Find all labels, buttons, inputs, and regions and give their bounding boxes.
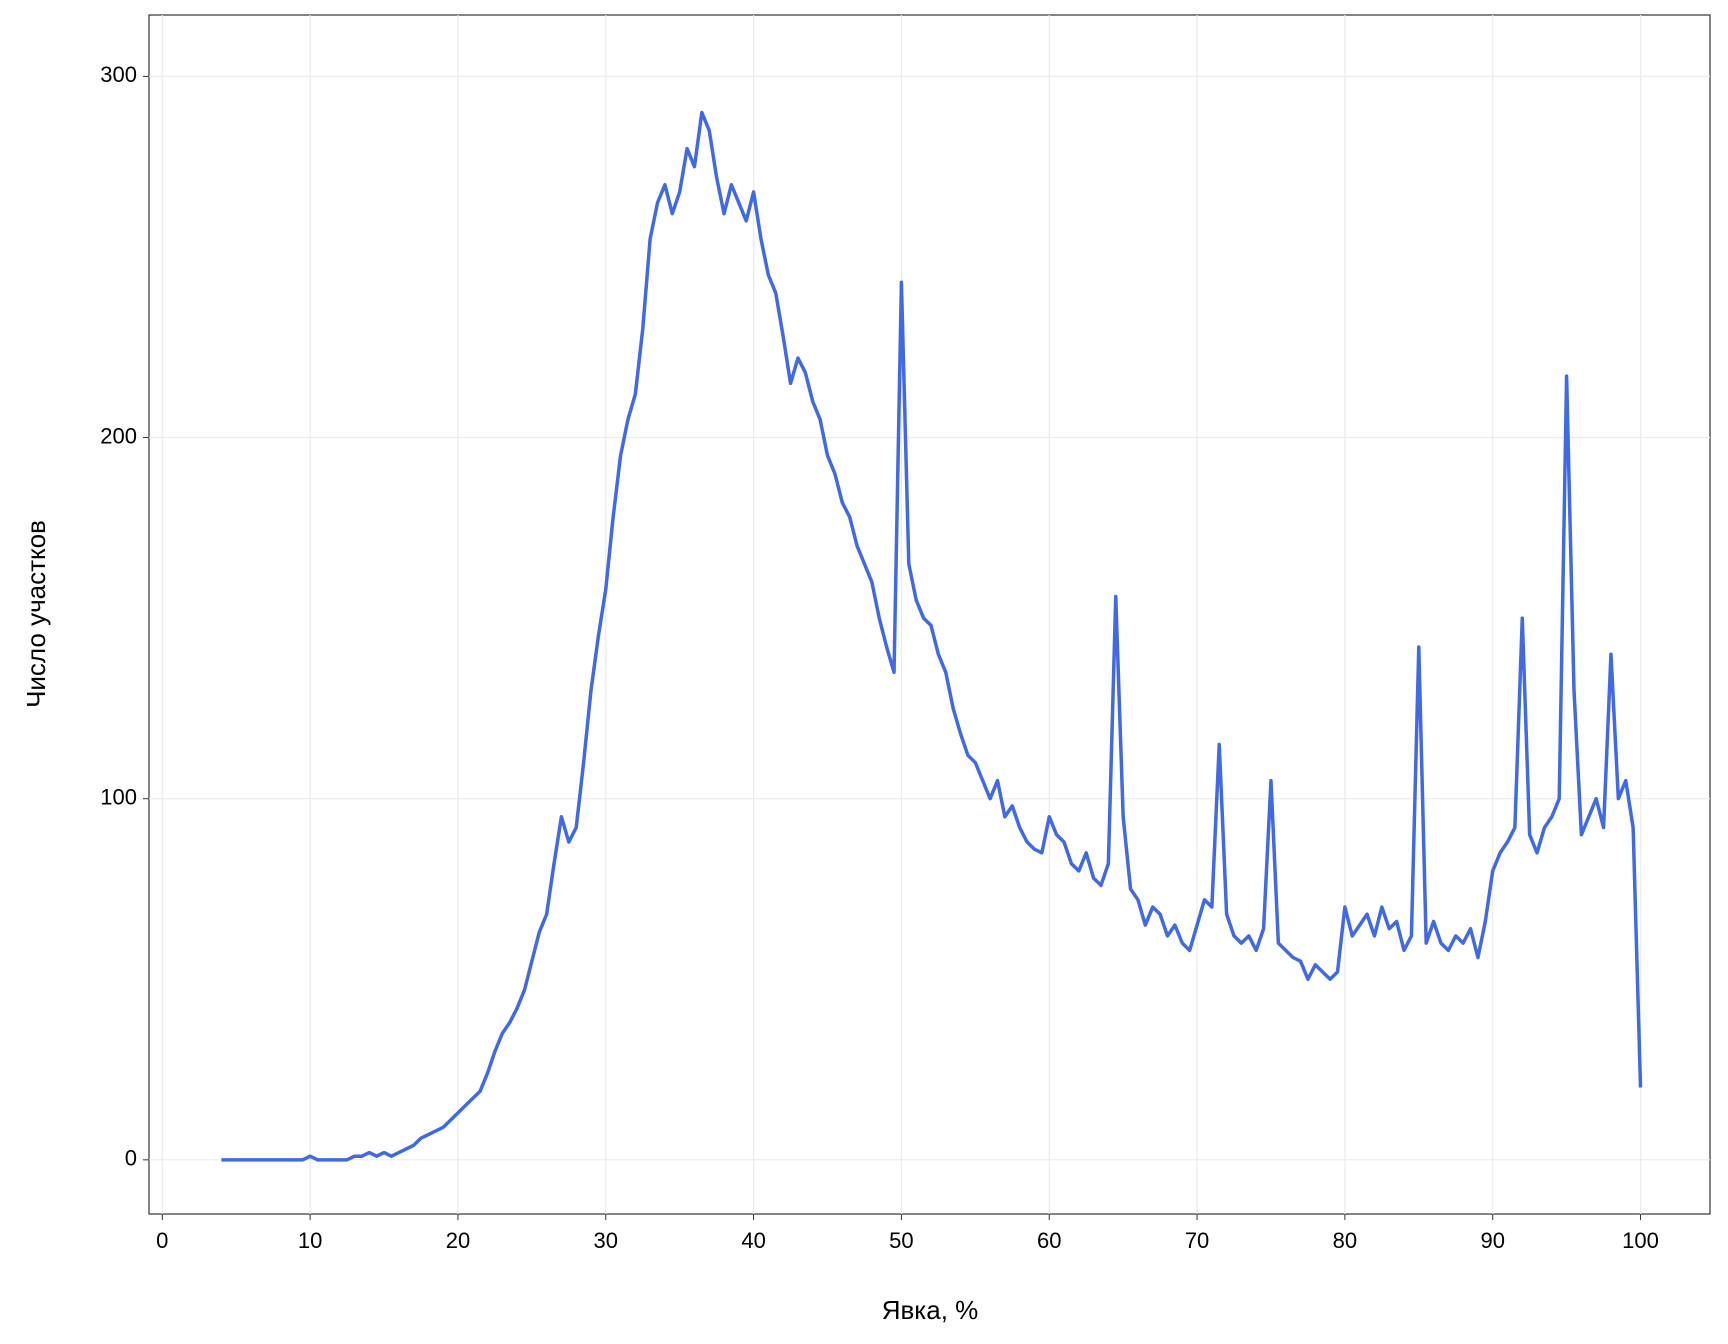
x-tick-label: 100	[1622, 1228, 1659, 1253]
x-tick-label: 20	[446, 1228, 470, 1253]
plot-panel	[148, 14, 1711, 1215]
x-tick-label: 10	[298, 1228, 322, 1253]
x-tick-label: 40	[741, 1228, 765, 1253]
x-tick-label: 0	[156, 1228, 168, 1253]
x-tick-label: 30	[594, 1228, 618, 1253]
x-tick-label: 50	[889, 1228, 913, 1253]
y-tick-label: 100	[100, 784, 137, 809]
x-tick-label: 80	[1333, 1228, 1357, 1253]
x-tick-label: 90	[1480, 1228, 1504, 1253]
y-tick-label: 300	[100, 62, 137, 87]
x-tick-label: 70	[1185, 1228, 1209, 1253]
x-tick-label: 60	[1037, 1228, 1061, 1253]
x-axis-label: Явка, %	[882, 1295, 979, 1325]
y-tick-label: 200	[100, 423, 137, 448]
line-series	[221, 110, 1643, 1162]
y-axis-label: Число участков	[21, 520, 51, 708]
y-tick-label: 0	[125, 1146, 137, 1171]
